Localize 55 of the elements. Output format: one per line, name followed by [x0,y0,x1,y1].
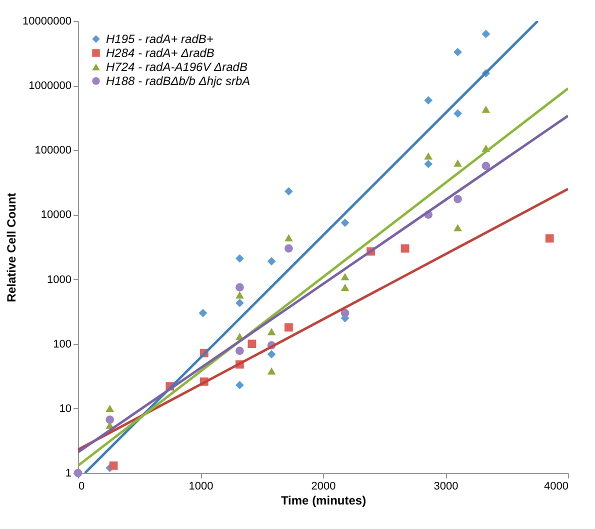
point [248,340,256,348]
point [236,254,244,263]
point [284,234,293,242]
point [267,257,276,266]
point [454,224,462,232]
point [284,323,293,332]
point [454,109,462,118]
y-tick-label: 10000000 [22,16,72,28]
point [340,308,350,318]
y-tick-label: 100000 [34,144,72,157]
point [284,244,293,253]
point [424,96,433,105]
point [340,284,350,291]
point [267,350,276,358]
point [236,380,244,390]
point [109,461,118,470]
legend-label: H724 - radA-A196V ΔradB [106,60,248,74]
point [482,162,490,170]
point [236,346,244,355]
x-tick-label: 0 [78,480,85,492]
point [454,194,462,204]
point [106,415,114,424]
point [236,298,244,308]
point [267,367,276,375]
y-axis-title: Relative Cell Count [4,192,19,302]
point [236,283,244,292]
y-tick-label: 10 [59,402,72,415]
legend-label: H284 - radA+ ΔradB [106,46,214,60]
legend-label: H195 - radA+ radB+ [106,32,214,46]
point [340,272,350,280]
point [284,187,293,196]
legend-label: H188 - radBΔb/b Δhjc srbA [106,74,250,88]
x-tick-label: 2000 [311,480,336,492]
point [106,404,114,412]
point [424,152,433,160]
point [482,30,490,38]
point [236,291,244,299]
x-tick-label: 3000 [434,480,458,492]
point [482,106,490,113]
y-tick-label: 1 [65,468,72,480]
point [267,328,276,336]
y-tick-label: 1000000 [28,80,72,92]
point [198,308,208,318]
x-tick-label: 4000 [544,480,568,492]
y-tick-label: 10000 [40,209,72,222]
x-axis-title: Time (minutes) [280,494,366,508]
x-tick-label: 1000 [188,480,214,492]
point [545,234,554,243]
y-tick-label: 1000 [47,274,72,286]
point [424,160,433,168]
point [400,244,410,253]
point [454,159,462,167]
point [340,218,350,227]
y-tick-label: 100 [53,338,72,350]
point [454,48,462,56]
